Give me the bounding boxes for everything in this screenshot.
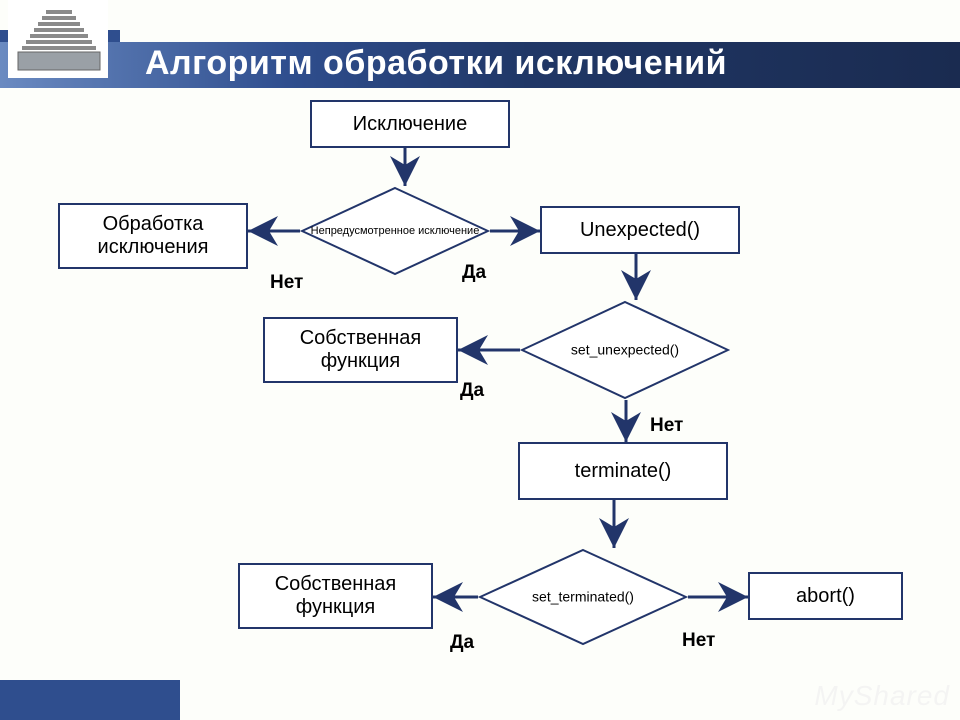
flow-node-n_term: terminate()	[518, 442, 728, 500]
flow-node-n_abort: abort()	[748, 572, 903, 620]
flow-decision-n_sett_d: set_terminated()	[478, 548, 688, 646]
flow-node-n_own2: Собственная функция	[238, 563, 433, 629]
flow-node-n_own1: Собственная функция	[263, 317, 458, 383]
flow-decision-n_setu_d: set_unexpected()	[520, 300, 730, 400]
footer-band	[0, 680, 180, 720]
flow-edge-label: Нет	[270, 272, 303, 294]
flow-edge-label: Да	[462, 262, 486, 284]
flow-edge-label: Нет	[682, 630, 715, 652]
flow-node-n_handle: Обработка исключения	[58, 203, 248, 269]
flowchart-canvas: ИсключениеНепредусмотренное исключениеОб…	[0, 0, 960, 720]
flow-node-n_unexp: Unexpected()	[540, 206, 740, 254]
flow-node-n_exc: Исключение	[310, 100, 510, 148]
watermark: MyShared	[814, 680, 950, 712]
flow-edge-label: Да	[460, 380, 484, 402]
flow-edge-label: Да	[450, 632, 474, 654]
flow-edge-label: Нет	[650, 415, 683, 437]
